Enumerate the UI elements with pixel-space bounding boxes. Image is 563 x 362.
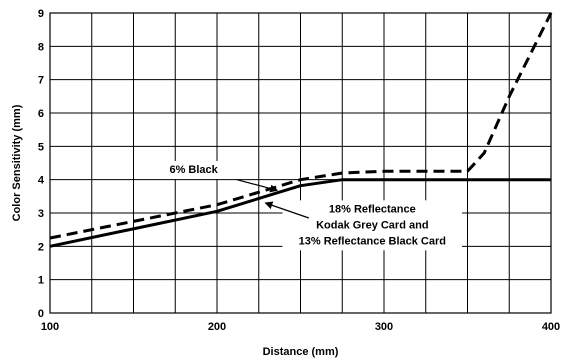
y-tick-label: 6 (38, 108, 44, 120)
annotation-arrow (264, 201, 310, 219)
annotation-arrow (236, 179, 279, 193)
x-tick-label: 300 (375, 321, 393, 333)
x-tick-label: 100 (41, 321, 59, 333)
y-tick-label: 0 (38, 308, 44, 320)
y-tick-labels: 0 1 2 3 4 5 6 7 8 9 (38, 8, 45, 320)
y-tick-label: 4 (38, 175, 45, 187)
x-tick-label: 200 (208, 321, 226, 333)
y-axis-title: Color Sensitivity (mm) (11, 104, 23, 221)
y-tick-label: 8 (38, 41, 44, 53)
x-axis-title: Distance (mm) (263, 346, 339, 358)
annotation-background (282, 200, 463, 251)
y-tick-label: 7 (38, 75, 44, 87)
annotation-label: 6% Black (169, 164, 218, 176)
y-tick-label: 5 (38, 141, 44, 153)
x-tick-labels: 100 200 300 400 (41, 321, 560, 333)
y-tick-label: 3 (38, 208, 44, 220)
annotation-label: 13% Reflectance Black Card (299, 235, 446, 247)
annotation-label: 18% Reflectance (329, 203, 416, 215)
y-tick-label: 1 (38, 275, 44, 287)
y-tick-label: 9 (38, 8, 44, 20)
annotation-label: Kodak Grey Card and (316, 219, 428, 231)
plot-frame (49, 12, 552, 314)
series-line-reflectance-cards (49, 178, 551, 248)
y-tick-label: 2 (38, 241, 44, 253)
annotations: 6% Black 18% Reflectance Kodak Grey Card a… (163, 161, 463, 251)
annotation-background (163, 161, 225, 179)
grid (50, 13, 551, 313)
x-tick-label: 400 (542, 321, 560, 333)
